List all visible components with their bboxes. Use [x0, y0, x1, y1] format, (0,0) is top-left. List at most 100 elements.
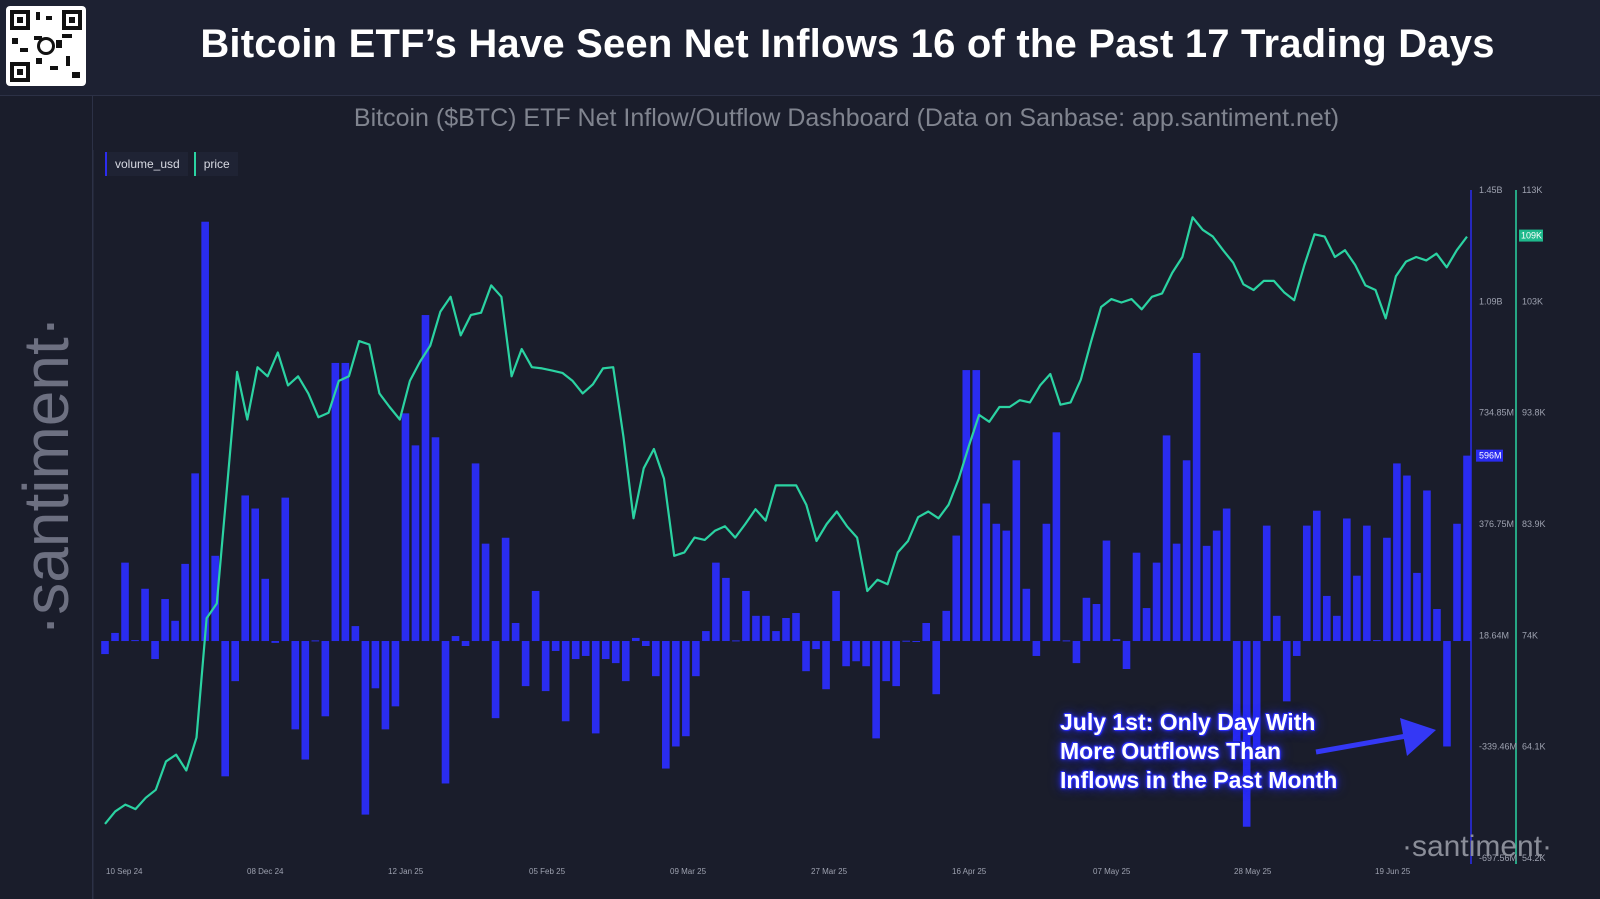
volume-bar — [1062, 640, 1071, 642]
volume-bar — [1112, 639, 1121, 642]
volume-bar — [772, 631, 780, 642]
volume-bar — [1282, 641, 1291, 702]
volume-bar — [852, 641, 860, 662]
volume-bar — [872, 641, 880, 739]
volume-bar — [401, 413, 410, 642]
volume-bar — [1463, 455, 1471, 642]
volume-bar — [381, 641, 390, 730]
volume-bar — [531, 590, 540, 642]
volume-bar — [241, 495, 250, 642]
price-last-value: 109K — [1521, 231, 1542, 241]
volume-bar — [371, 641, 380, 689]
volume-bar — [722, 577, 730, 642]
volume-bar — [421, 315, 430, 642]
volume-bar — [481, 543, 490, 642]
volume-bar — [1423, 490, 1431, 642]
volume-bar — [321, 641, 330, 717]
volume-bar — [1322, 595, 1331, 642]
volume-bar — [501, 537, 510, 642]
volume-bar — [161, 599, 169, 642]
volume-bar — [201, 221, 209, 642]
annotation-line: Inflows in the Past Month — [1060, 767, 1338, 793]
volume-bar — [511, 622, 520, 642]
volume-bar — [982, 503, 991, 642]
volume-bar — [1443, 641, 1451, 747]
volume-bar — [1092, 604, 1101, 642]
volume-bar — [912, 641, 920, 643]
volume-bar — [1002, 530, 1011, 642]
volume-bar — [521, 641, 530, 687]
volume-bar — [221, 641, 229, 777]
legend-item-volume[interactable]: volume_usd — [105, 152, 188, 176]
volume-bar — [1182, 460, 1191, 642]
santiment-watermark: ·santiment· — [1402, 830, 1553, 863]
volume-last-value: 596M — [1479, 451, 1502, 461]
volume-bar — [301, 641, 310, 760]
volume-bar — [652, 641, 660, 677]
volume-bar — [211, 555, 219, 642]
volume-bar — [902, 640, 910, 642]
volume-bar — [431, 437, 440, 642]
x-tick-label: 16 Apr 25 — [952, 867, 987, 876]
annotation-line: More Outflows Than — [1060, 738, 1282, 764]
volume-bar — [842, 641, 850, 667]
volume-bar — [1052, 432, 1061, 642]
volume-tick-label: 1.45B — [1479, 185, 1503, 195]
volume-bar — [922, 622, 931, 642]
x-tick-label: 19 Jun 25 — [1375, 867, 1411, 876]
volume-bar — [1152, 562, 1161, 642]
volume-tick-label: 734.85M — [1479, 408, 1514, 418]
volume-bar — [361, 641, 370, 815]
volume-bar — [541, 641, 550, 692]
volume-bar — [832, 590, 840, 642]
volume-bar — [1453, 523, 1461, 642]
x-tick-label: 10 Sep 24 — [106, 867, 143, 876]
price-tick-label: 93.8K — [1522, 408, 1546, 418]
volume-bar — [762, 615, 770, 642]
volume-bar — [1162, 435, 1171, 642]
legend-item-price[interactable]: price — [193, 152, 238, 176]
legend: volume_usd price — [105, 152, 238, 176]
price-tick-label: 113K — [1522, 185, 1542, 195]
volume-bar — [1222, 508, 1231, 642]
volume-tick-label: -697.56M — [1479, 853, 1517, 863]
volume-bar — [892, 641, 900, 687]
volume-bar — [822, 641, 830, 690]
volume-bar — [782, 618, 790, 642]
volume-bar — [742, 590, 750, 642]
volume-bar — [792, 613, 800, 642]
volume-bar — [391, 641, 400, 707]
volume-tick-label: 18.64M — [1479, 630, 1509, 640]
annotation: July 1st: Only Day With More Outflows Th… — [1060, 708, 1337, 795]
volume-bar — [291, 641, 300, 730]
volume-bar — [1343, 518, 1351, 642]
volume-last-value-tag — [1476, 449, 1503, 462]
volume-bar — [992, 523, 1001, 642]
volume-bar — [1403, 475, 1411, 642]
volume-bar — [111, 632, 119, 642]
volume-bar — [181, 563, 189, 642]
volume-bar — [1082, 597, 1091, 642]
volume-bar — [802, 641, 810, 672]
volume-bar — [631, 637, 640, 642]
volume-bar — [581, 641, 590, 656]
volume-bar — [1072, 641, 1081, 664]
volume-bar — [1202, 545, 1211, 642]
volume-bar — [1142, 608, 1151, 642]
volume-bar — [662, 641, 670, 769]
volume-bar — [621, 641, 630, 682]
volume-bar — [942, 610, 951, 642]
volume-bar — [682, 641, 690, 737]
volume-bar — [1292, 641, 1301, 656]
volume-bar — [561, 641, 570, 722]
volume-bar — [1312, 510, 1321, 642]
volume-bar — [491, 641, 500, 719]
volume-bar — [1393, 463, 1401, 642]
qr-code-icon[interactable] — [6, 6, 86, 86]
volume-bar — [1042, 523, 1051, 642]
x-tick-label: 07 May 25 — [1093, 867, 1131, 876]
header: Bitcoin ETF’s Have Seen Net Inflows 16 o… — [0, 0, 1600, 96]
volume-bar — [1353, 575, 1361, 642]
volume-bar — [1122, 641, 1131, 670]
